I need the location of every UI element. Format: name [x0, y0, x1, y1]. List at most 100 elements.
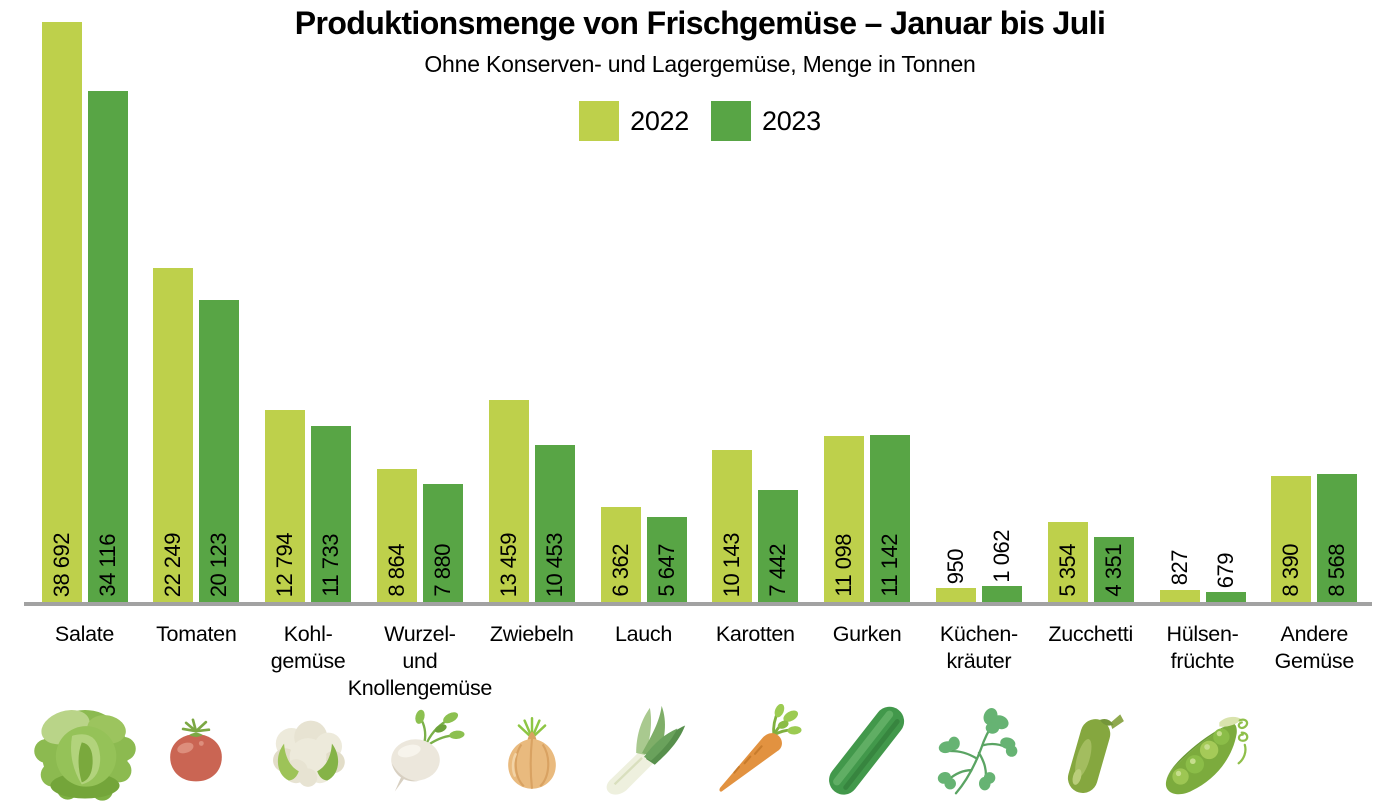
bar-value-label: 8 390 — [1278, 544, 1304, 597]
bar-2022-gurken: 11 098 — [824, 435, 865, 602]
category-label-salate: Salate — [0, 621, 175, 648]
bar-value-label: 12 794 — [272, 532, 298, 597]
zucchini-icon — [1046, 706, 1136, 796]
leek-icon — [595, 702, 693, 800]
category-label-line: Karotten — [715, 622, 795, 646]
bar-2023-kohlgemuese: 11 733 — [311, 426, 352, 602]
category-label-line: Tomaten — [156, 622, 237, 646]
legend-swatch — [579, 101, 620, 141]
bar-value-label: 11 142 — [877, 534, 903, 597]
bar-value-label: 5 354 — [1054, 544, 1080, 597]
category-label-gurken: Gurken — [777, 621, 957, 648]
category-label-line: Zucchetti — [1048, 622, 1133, 646]
legend-item-2022: 2022 — [579, 101, 689, 141]
bar-2022-zucchetti: 5 354 — [1047, 521, 1088, 602]
bar-2023-karotten: 7 442 — [758, 490, 799, 602]
legend-swatch — [711, 101, 751, 141]
bar-2022-zwiebeln: 13 459 — [488, 400, 529, 602]
bar-2023-zucchetti: 4 351 — [1093, 536, 1134, 602]
bar-2022-salate: 38 692 — [41, 22, 82, 602]
bar-2022-huelsenfruechte: 827 — [1159, 550, 1200, 602]
category-label-line: Knollengemüse — [347, 676, 493, 700]
category-label-line: Hülsen- — [1166, 622, 1239, 646]
bar-value-label: 22 249 — [160, 532, 186, 597]
x-axis-baseline — [24, 602, 1372, 606]
bar-value-label: 679 — [1212, 552, 1238, 588]
category-label-line: Gurken — [832, 622, 902, 646]
category-label-huelsenfruechte: Hülsen-früchte — [1113, 621, 1293, 675]
category-label-line: kräuter — [946, 649, 1012, 673]
bar-value-label: 11 733 — [318, 534, 344, 597]
bar-value-label: 34 116 — [94, 534, 120, 597]
carrot-icon — [708, 704, 802, 798]
category-label-line: Küchen- — [939, 622, 1018, 646]
bar-2022-andere-gemuese: 8 390 — [1271, 476, 1312, 602]
bar-2023-huelsenfruechte: 679 — [1205, 553, 1246, 602]
bar-value-label: 5 647 — [653, 544, 679, 597]
category-label-line: und — [402, 649, 438, 673]
cucumber-icon — [813, 697, 921, 805]
bar-value-label: 10 453 — [541, 532, 567, 597]
legend: 2022 2023 — [0, 101, 1400, 141]
category-label-tomaten: Tomaten — [106, 621, 286, 648]
lettuce-icon — [31, 697, 139, 805]
bar-value-label: 20 123 — [206, 532, 232, 597]
bar-2022-kuechenkraeuter: 950 — [935, 549, 976, 602]
bar-value-label: 950 — [942, 548, 968, 584]
bar-value-label: 8 568 — [1324, 544, 1350, 597]
peapod-icon — [1152, 700, 1254, 802]
bar-value-label: 4 351 — [1100, 544, 1126, 597]
category-label-line: Andere — [1280, 622, 1349, 646]
category-label-line: Wurzel- — [384, 622, 456, 646]
bar-2023-andere-gemuese: 8 568 — [1317, 473, 1358, 602]
bar-2023-zwiebeln: 10 453 — [534, 445, 575, 602]
bar-2022-wurzel-und-knollengemuese: 8 864 — [376, 469, 417, 602]
herbs-icon — [931, 703, 1027, 799]
bar-value-label: 1 062 — [988, 529, 1014, 583]
bar-value-label: 13 459 — [495, 532, 521, 597]
bar-2022-tomaten: 22 249 — [153, 268, 194, 602]
bar-value-label: 7 880 — [429, 544, 455, 597]
legend-item-2023: 2023 — [711, 101, 821, 141]
bar-2023-gurken: 11 142 — [870, 434, 911, 602]
category-label-line: Zwiebeln — [489, 622, 574, 646]
bar-2023-wurzel-und-knollengemuese: 7 880 — [422, 483, 463, 602]
bar-value-label: 11 098 — [831, 534, 857, 597]
tomato-icon — [158, 713, 234, 789]
category-label-andere-gemuese: Andere Gemüse — [1224, 621, 1400, 675]
category-label-lauch: Lauch — [554, 621, 734, 648]
bar-value-label: 38 692 — [48, 532, 74, 597]
category-label-line: Gemüse — [1274, 649, 1355, 673]
category-label-kohlgemuese: Kohl-gemüse — [218, 621, 398, 675]
bar-2022-kohlgemuese: 12 794 — [265, 410, 306, 602]
category-label-karotten: Karotten — [665, 621, 845, 648]
bar-value-label: 10 143 — [719, 532, 745, 597]
category-label-zucchetti: Zucchetti — [1001, 621, 1181, 648]
category-label-line: Lauch — [614, 622, 673, 646]
category-label-wurzel-und-knollengemuese: Wurzel-und Knollengemüse — [330, 621, 510, 702]
cauliflower-icon — [262, 705, 354, 797]
category-label-zwiebeln: Zwiebeln — [442, 621, 622, 648]
bar-value-label: 827 — [1166, 550, 1192, 586]
onion-icon — [491, 710, 573, 792]
category-label-line: Salate — [54, 622, 115, 646]
bar-2023-kuechenkraeuter: 1 062 — [981, 530, 1022, 602]
turnip-icon — [375, 706, 465, 796]
chart-subtitle: Ohne Konserven- und Lagergemüse, Menge i… — [424, 51, 976, 77]
bar-2023-tomaten: 20 123 — [199, 300, 240, 602]
chart-title: Produktionsmenge von Frischgemüse – Janu… — [294, 5, 1106, 41]
category-label-kuechenkraeuter: Küchen-kräuter — [889, 621, 1069, 675]
bar-value-label: 8 864 — [383, 544, 409, 597]
bar-2022-karotten: 10 143 — [712, 449, 753, 602]
legend-label: 2023 — [762, 105, 821, 136]
bar-2023-lauch: 5 647 — [646, 517, 687, 602]
legend-label: 2022 — [630, 105, 689, 136]
bar-value-label: 7 442 — [765, 544, 791, 597]
category-label-line: Kohl- — [283, 622, 333, 646]
bar-2023-salate: 34 116 — [87, 90, 128, 602]
bar-value-label: 6 362 — [607, 544, 633, 597]
category-label-line: früchte — [1170, 649, 1235, 673]
bar-2022-lauch: 6 362 — [600, 506, 641, 602]
